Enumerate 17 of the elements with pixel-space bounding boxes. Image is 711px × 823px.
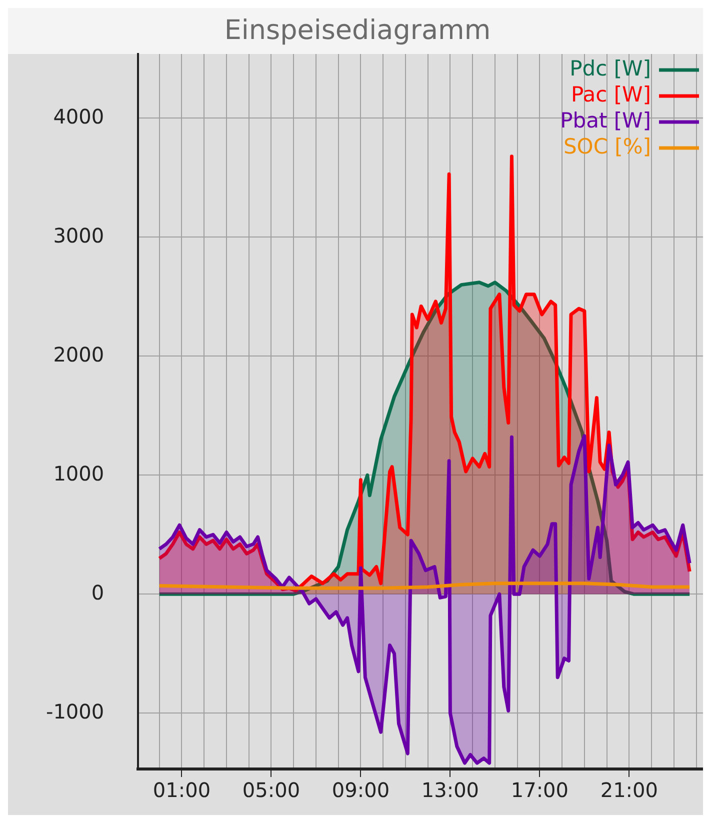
x-tick-label: 13:00 bbox=[421, 778, 480, 802]
y-tick-label: 4000 bbox=[53, 104, 104, 128]
legend-label: Pac [W] bbox=[571, 82, 651, 106]
y-tick-label: 0 bbox=[91, 580, 104, 604]
x-tick-label: 01:00 bbox=[152, 778, 211, 802]
y-tick-label: 2000 bbox=[53, 342, 104, 366]
y-tick-label: 3000 bbox=[53, 223, 104, 248]
y-tick-label: -1000 bbox=[46, 699, 104, 724]
y-tick-label: 1000 bbox=[53, 461, 104, 486]
chart-title: Einspeisediagramm bbox=[224, 14, 491, 46]
legend-label: Pbat [W] bbox=[560, 108, 651, 132]
x-tick-label: 05:00 bbox=[242, 778, 300, 802]
x-tick-label: 09:00 bbox=[332, 778, 390, 802]
legend-label: Pdc [W] bbox=[570, 56, 651, 80]
x-tick-label: 17:00 bbox=[510, 778, 569, 802]
legend-label: SOC [%] bbox=[563, 134, 651, 158]
x-tick-label: 21:00 bbox=[600, 778, 658, 802]
